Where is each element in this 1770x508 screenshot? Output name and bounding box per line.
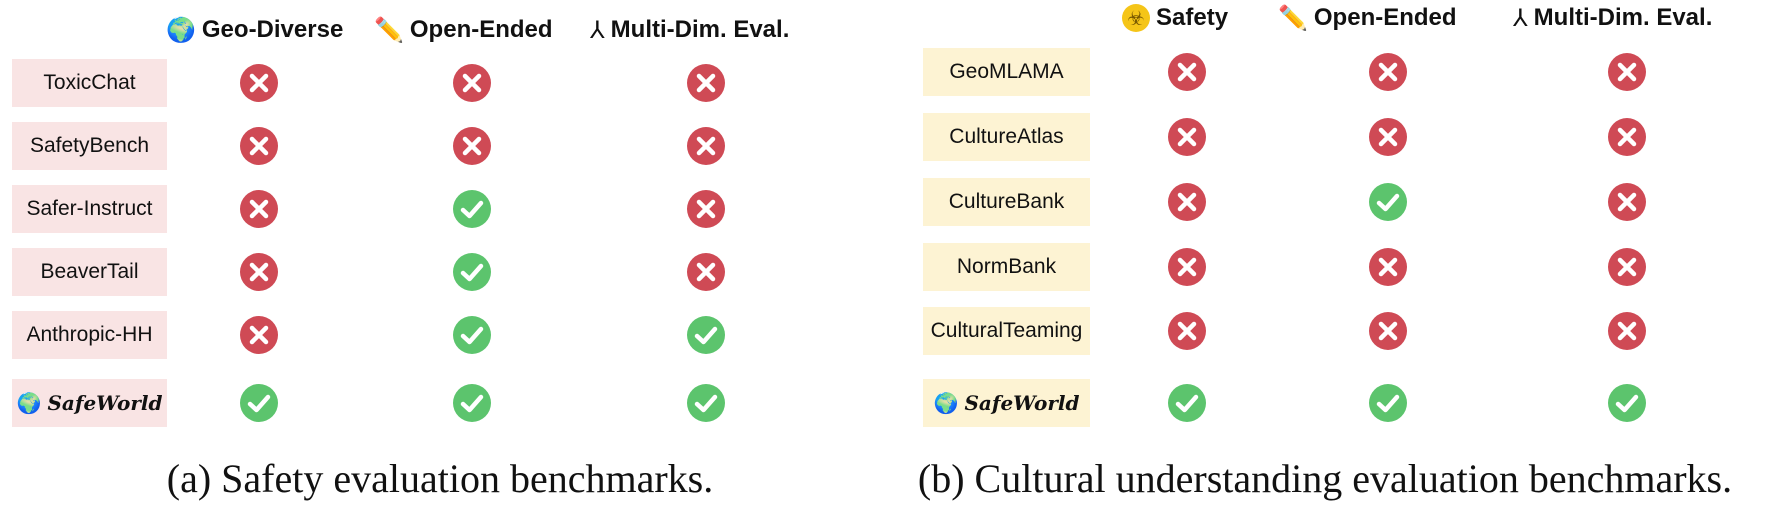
cross-icon: [1168, 183, 1206, 221]
row-label-cultureatlas: CultureAtlas: [923, 113, 1090, 161]
cross-icon: [1369, 118, 1407, 156]
caption-b: (b) Cultural understanding evaluation be…: [917, 456, 1733, 501]
cross-icon: [240, 316, 278, 354]
cross-icon: [1369, 312, 1407, 350]
cross-icon: [687, 127, 725, 165]
check-icon: [453, 316, 491, 354]
check-icon: [1608, 384, 1646, 422]
cross-icon: [1168, 312, 1206, 350]
cross-icon: [1369, 53, 1407, 91]
cross-icon: [687, 190, 725, 228]
column-header-safety: ☣ Safety: [1122, 4, 1228, 32]
caption-a: (a) Safety evaluation benchmarks.: [166, 456, 714, 501]
cross-icon: [1608, 312, 1646, 350]
row-label-safeworld: 🌍 SafeWorld: [923, 379, 1090, 427]
column-header-multi-dim-eval: ⅄ Multi-Dim. Eval.: [590, 16, 790, 44]
cross-icon: [1168, 248, 1206, 286]
cross-icon: [687, 64, 725, 102]
column-header-open-ended: ✏️ Open-Ended: [374, 16, 553, 44]
check-icon: [1369, 183, 1407, 221]
cross-icon: [240, 190, 278, 228]
row-label-anthropic-hh: Anthropic-HH: [12, 311, 167, 359]
check-icon: [1168, 384, 1206, 422]
row-label-toxicchat: ToxicChat: [12, 59, 167, 107]
row-label-culturalteaming: CulturalTeaming: [923, 307, 1090, 355]
pencil-icon: ✏️: [1278, 4, 1308, 32]
panel-cultural-benchmarks: ☣ Safety ✏️ Open-Ended ⅄ Multi-Dim. Eval…: [880, 0, 1770, 508]
axes-icon: ⅄: [590, 16, 605, 44]
panel-safety-benchmarks: 🌍 Geo-Diverse ✏️ Open-Ended ⅄ Multi-Dim.…: [0, 0, 880, 508]
cross-icon: [240, 64, 278, 102]
cross-icon: [240, 127, 278, 165]
globe-icon: 🌍: [16, 391, 42, 415]
column-header-geo-diverse: 🌍 Geo-Diverse: [166, 16, 344, 44]
cross-icon: [1608, 53, 1646, 91]
globe-icon: 🌍: [166, 16, 196, 44]
row-label-geomlama: GeoMLAMA: [923, 48, 1090, 96]
globe-icon: 🌍: [933, 391, 959, 415]
cross-icon: [1369, 248, 1407, 286]
row-label-beavertail: BeaverTail: [12, 248, 167, 296]
row-label-culturebank: CultureBank: [923, 178, 1090, 226]
check-icon: [687, 316, 725, 354]
check-icon: [453, 253, 491, 291]
row-label-safetybench: SafetyBench: [12, 122, 167, 170]
cross-icon: [1608, 183, 1646, 221]
check-icon: [453, 384, 491, 422]
cross-icon: [1168, 118, 1206, 156]
column-header-multi-dim-eval: ⅄ Multi-Dim. Eval.: [1513, 4, 1713, 32]
check-icon: [453, 190, 491, 228]
axes-icon: ⅄: [1513, 4, 1528, 32]
cross-icon: [453, 127, 491, 165]
cross-icon: [1608, 118, 1646, 156]
cross-icon: [687, 253, 725, 291]
check-icon: [687, 384, 725, 422]
cross-icon: [453, 64, 491, 102]
check-icon: [240, 384, 278, 422]
row-label-safer-instruct: Safer-Instruct: [12, 185, 167, 233]
column-header-open-ended: ✏️ Open-Ended: [1278, 4, 1457, 32]
biohazard-icon: ☣: [1122, 4, 1150, 32]
cross-icon: [240, 253, 278, 291]
cross-icon: [1168, 53, 1206, 91]
cross-icon: [1608, 248, 1646, 286]
pencil-icon: ✏️: [374, 16, 404, 44]
check-icon: [1369, 384, 1407, 422]
row-label-safeworld: 🌍 SafeWorld: [12, 379, 167, 427]
row-label-normbank: NormBank: [923, 243, 1090, 291]
